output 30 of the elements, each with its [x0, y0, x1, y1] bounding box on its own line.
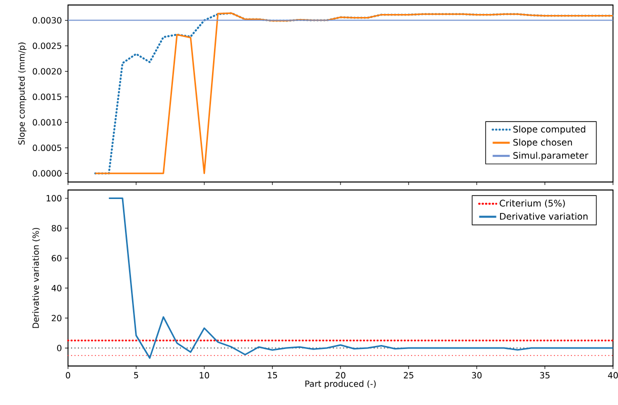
y-tick-label: 0	[57, 344, 62, 352]
y-tick-label: 0.0000	[32, 170, 62, 177]
legend-label: Slope chosen	[513, 138, 572, 148]
y-tick-label: 0.0010	[32, 119, 62, 126]
x-tick-label: 20	[336, 372, 346, 378]
y-tick-label: 80	[52, 224, 62, 232]
y-tick-label: 0.0005	[32, 144, 62, 152]
y-tick-label: 40	[52, 284, 62, 292]
x-tick-label: 30	[472, 372, 482, 378]
x-tick-label: 15	[268, 372, 278, 378]
x-tick-label: 0	[66, 372, 70, 378]
x-tick-label: 25	[404, 372, 414, 378]
x-tick-label: 35	[540, 372, 550, 378]
legend-label: Derivative variation	[500, 212, 588, 220]
y-tick-label: 0.0015	[32, 94, 62, 100]
legend-label: Simul.parameter	[513, 152, 588, 161]
legend-label: Criterium (5%)	[500, 200, 565, 208]
y-tick-label: 20	[52, 314, 62, 322]
legend-label: Slope computed	[513, 126, 586, 134]
y-tick-label: 60	[52, 254, 62, 262]
x-tick-label: 10	[200, 372, 210, 378]
y-axis-title: Slope computed (mm/p)	[18, 42, 26, 145]
x-axis-title: Part produced (-)	[305, 380, 376, 389]
y-tick-label: 100	[46, 195, 62, 202]
y-tick-label: 0.0030	[32, 17, 62, 24]
y-tick-label: 0.0025	[32, 42, 62, 50]
x-tick-label: 40	[608, 372, 618, 378]
y-tick-label: 0.0020	[32, 68, 62, 75]
y-axis-title: Derivative variation (%)	[32, 228, 40, 328]
x-tick-label: 5	[134, 372, 138, 378]
